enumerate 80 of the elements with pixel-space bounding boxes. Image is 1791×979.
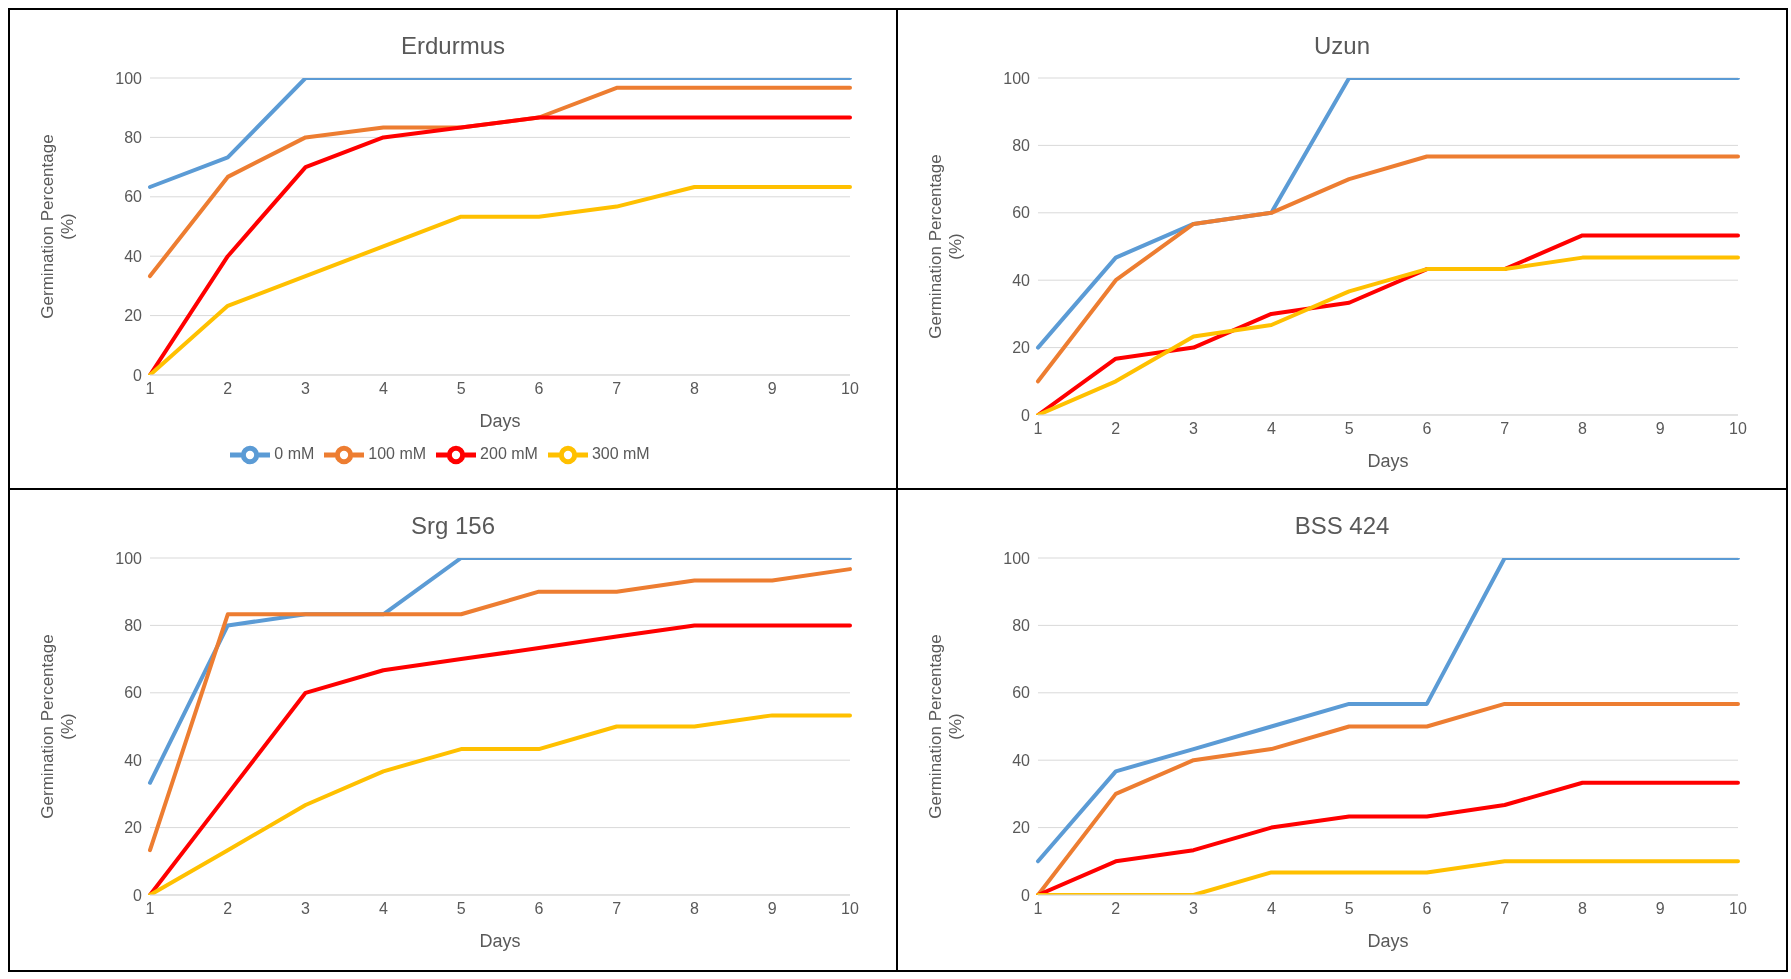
y-tick-label: 20 — [124, 819, 143, 837]
y-tick-label: 20 — [1012, 339, 1031, 357]
x-tick-label: 7 — [612, 900, 622, 918]
x-axis-title: Days — [479, 411, 521, 431]
y-tick-label: 40 — [124, 751, 143, 769]
x-tick-label: 7 — [1500, 420, 1510, 438]
x-tick-label: 6 — [534, 900, 544, 918]
legend-label: 200 mM — [480, 445, 538, 463]
x-tick-label: 4 — [1266, 900, 1276, 918]
x-tick-label: 2 — [223, 900, 233, 918]
y-tick-label: 40 — [124, 247, 143, 265]
x-tick-label: 2 — [1111, 900, 1121, 918]
x-tick-label: 5 — [456, 900, 466, 918]
x-tick-label: 4 — [1266, 420, 1276, 438]
x-tick-label: 5 — [456, 380, 466, 398]
y-tick-label: 80 — [1012, 617, 1031, 635]
x-tick-label: 10 — [1729, 420, 1747, 438]
legend-label: 300 mM — [591, 445, 650, 463]
y-tick-label: 100 — [115, 69, 143, 87]
x-tick-label: 2 — [1111, 420, 1121, 438]
y-tick-label: 60 — [124, 188, 143, 206]
y-tick-label: 40 — [1012, 751, 1031, 769]
chart-title: Srg 156 — [409, 511, 497, 541]
y-tick-label: 100 — [115, 549, 143, 567]
x-tick-label: 10 — [841, 380, 859, 398]
x-tick-label: 10 — [841, 900, 859, 918]
x-tick-label: 3 — [1189, 900, 1199, 918]
x-tick-label: 9 — [1655, 420, 1665, 438]
x-tick-label: 4 — [378, 900, 388, 918]
x-tick-label: 6 — [1422, 420, 1432, 438]
y-tick-label: 0 — [133, 886, 143, 904]
y-tick-label: 60 — [1012, 684, 1031, 702]
x-tick-label: 5 — [1344, 900, 1354, 918]
y-axis-title: Germination Percentage (%) — [38, 634, 77, 819]
x-tick-label: 9 — [767, 900, 777, 918]
x-tick-label: 8 — [689, 900, 699, 918]
x-tick-label: 9 — [1655, 900, 1665, 918]
y-tick-label: 20 — [124, 307, 143, 325]
x-tick-label: 3 — [301, 900, 311, 918]
x-tick-label: 6 — [534, 380, 544, 398]
y-tick-label: 0 — [1021, 406, 1031, 424]
x-tick-label: 10 — [1729, 900, 1747, 918]
y-tick-label: 80 — [124, 129, 143, 147]
y-tick-label: 100 — [1003, 549, 1031, 567]
y-tick-label: 0 — [1021, 886, 1031, 904]
x-tick-label: 7 — [612, 380, 622, 398]
x-tick-label: 4 — [378, 380, 388, 398]
x-tick-label: 3 — [301, 380, 311, 398]
x-axis-title: Days — [1367, 451, 1409, 471]
x-tick-label: 8 — [1577, 420, 1587, 438]
x-tick-label: 1 — [1033, 900, 1043, 918]
chart-title: Erdurmus — [400, 31, 506, 61]
legend-label: 0 mM — [274, 445, 315, 463]
x-axis-title: Days — [479, 931, 521, 951]
x-tick-label: 6 — [1422, 900, 1432, 918]
x-tick-label: 1 — [145, 900, 155, 918]
x-tick-label: 8 — [1577, 900, 1587, 918]
x-tick-label: 1 — [145, 380, 155, 398]
x-tick-label: 3 — [1189, 420, 1199, 438]
y-tick-label: 0 — [133, 366, 143, 384]
x-tick-label: 8 — [689, 380, 699, 398]
y-tick-label: 20 — [1012, 819, 1031, 837]
x-tick-label: 2 — [223, 380, 233, 398]
y-tick-label: 60 — [1012, 204, 1031, 222]
y-axis-title: Germination Percentage (%) — [926, 634, 965, 819]
y-tick-label: 40 — [1012, 271, 1031, 289]
legend-label: 100 mM — [368, 445, 427, 463]
x-tick-label: 5 — [1344, 420, 1354, 438]
x-axis-title: Days — [1367, 931, 1409, 951]
y-axis-title: Germination Percentage (%) — [38, 134, 77, 319]
y-axis-title: Germination Percentage (%) — [926, 154, 965, 339]
chart-title: BSS 424 — [1293, 511, 1391, 541]
x-tick-label: 7 — [1500, 900, 1510, 918]
x-tick-label: 1 — [1033, 420, 1043, 438]
y-tick-label: 80 — [1012, 137, 1031, 155]
x-tick-label: 9 — [767, 380, 777, 398]
y-tick-label: 80 — [124, 617, 143, 635]
y-tick-label: 100 — [1003, 69, 1031, 87]
chart-title: Uzun — [1313, 31, 1371, 61]
y-tick-label: 60 — [124, 684, 143, 702]
